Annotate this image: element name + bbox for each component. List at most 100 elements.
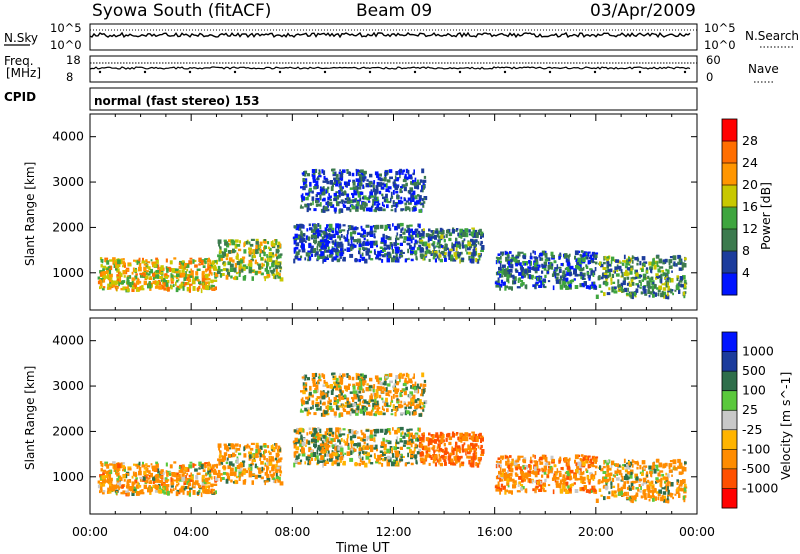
heatmap-cell <box>160 265 164 269</box>
heatmap-cell <box>452 258 457 262</box>
heatmap-cell <box>155 274 157 279</box>
heatmap-cell <box>406 206 410 211</box>
heatmap-cell <box>388 440 392 445</box>
heatmap-cell <box>152 484 155 489</box>
heatmap-cell <box>495 463 498 469</box>
heatmap-cell <box>342 224 346 227</box>
heatmap-cell <box>638 280 641 283</box>
heatmap-cell <box>415 434 418 438</box>
heatmap-cell <box>122 286 126 291</box>
heatmap-cell <box>497 253 501 256</box>
heatmap-cell <box>275 468 279 474</box>
heatmap-cell <box>323 197 326 201</box>
heatmap-cell <box>198 484 202 489</box>
heatmap-cell <box>408 257 410 260</box>
heatmap-cell <box>178 477 183 482</box>
heatmap-cell <box>422 242 424 247</box>
heatmap-cell <box>266 261 269 267</box>
heatmap-cell <box>316 396 321 400</box>
heatmap-cell <box>380 241 384 244</box>
heatmap-cell <box>432 435 434 440</box>
heatmap-cell <box>133 259 136 262</box>
heatmap-cell <box>331 252 334 255</box>
heatmap-cell <box>425 246 429 250</box>
heatmap-cell <box>382 386 385 390</box>
heatmap-cell <box>561 478 565 482</box>
heatmap-cell <box>427 447 430 452</box>
heatmap-cell <box>375 188 379 194</box>
heatmap-cell <box>335 383 340 388</box>
heatmap-cell <box>308 208 312 211</box>
heatmap-cell <box>578 469 581 475</box>
heatmap-cell <box>200 464 204 470</box>
heatmap-cell <box>399 242 403 246</box>
heatmap-cell <box>340 193 345 196</box>
heatmap-cell <box>276 466 280 470</box>
heatmap-cell <box>321 395 326 400</box>
heatmap-cell <box>134 488 138 494</box>
heatmap-cell <box>359 458 362 463</box>
heatmap-cell <box>410 239 413 244</box>
heatmap-cell <box>203 277 207 280</box>
heatmap-cell <box>529 478 531 484</box>
heatmap-cell <box>298 225 300 231</box>
heatmap-cell <box>186 268 189 272</box>
heatmap-cell <box>218 242 221 247</box>
heatmap-cell <box>329 195 332 199</box>
heatmap-cell <box>386 257 390 263</box>
heatmap-cell <box>274 253 278 257</box>
heatmap-cell <box>539 461 542 465</box>
heatmap-cell <box>602 465 606 469</box>
heatmap-cell <box>167 286 170 292</box>
heatmap-cell <box>308 243 312 249</box>
heatmap-cell <box>335 386 339 391</box>
heatmap-cell <box>335 191 339 194</box>
heatmap-cell <box>611 256 615 262</box>
heatmap-cell <box>251 276 254 281</box>
heatmap-cell <box>106 491 110 494</box>
heatmap-cell <box>414 388 418 393</box>
heatmap-cell <box>320 251 324 256</box>
heatmap-cell <box>577 478 581 481</box>
heatmap-cell <box>455 252 460 255</box>
heatmap-cell <box>407 394 410 398</box>
heatmap-cell <box>375 254 380 258</box>
heatmap-cell <box>538 482 542 487</box>
heatmap-cell <box>135 484 140 489</box>
heatmap-cell <box>640 291 644 295</box>
heatmap-cell <box>313 412 317 416</box>
heatmap-cell <box>110 277 113 280</box>
heatmap-cell <box>356 394 359 398</box>
heatmap-cell <box>374 398 377 403</box>
heatmap-cell <box>508 490 512 494</box>
heatmap-cell <box>276 245 280 248</box>
heatmap-cell <box>361 228 365 232</box>
heatmap-cell <box>339 241 343 245</box>
heatmap-cell <box>422 204 425 208</box>
heatmap-cell <box>299 410 304 413</box>
heatmap-cell <box>502 266 504 272</box>
heatmap-cell <box>343 385 347 390</box>
heatmap-cell <box>359 373 361 377</box>
heatmap-cell <box>391 409 393 413</box>
heatmap-cell <box>118 263 121 267</box>
heatmap-cell <box>352 398 355 403</box>
heatmap-cell <box>546 461 551 466</box>
heatmap-cell <box>443 450 448 456</box>
heatmap-cell <box>606 264 609 269</box>
heatmap-cell <box>189 487 193 490</box>
heatmap-cell <box>395 190 399 194</box>
heatmap-cell <box>259 253 262 257</box>
heatmap-cell <box>131 481 136 485</box>
heatmap-cell <box>97 276 101 280</box>
heatmap-cell <box>115 265 120 268</box>
heatmap-cell <box>668 262 671 266</box>
heatmap-cell <box>532 265 535 271</box>
heatmap-cell <box>366 248 370 253</box>
heatmap-cell <box>408 235 411 238</box>
heatmap-cell <box>510 264 514 269</box>
heatmap-cell <box>376 175 380 178</box>
heatmap-cell <box>173 257 177 260</box>
heatmap-cell <box>243 242 246 248</box>
heatmap-cell <box>336 201 340 207</box>
